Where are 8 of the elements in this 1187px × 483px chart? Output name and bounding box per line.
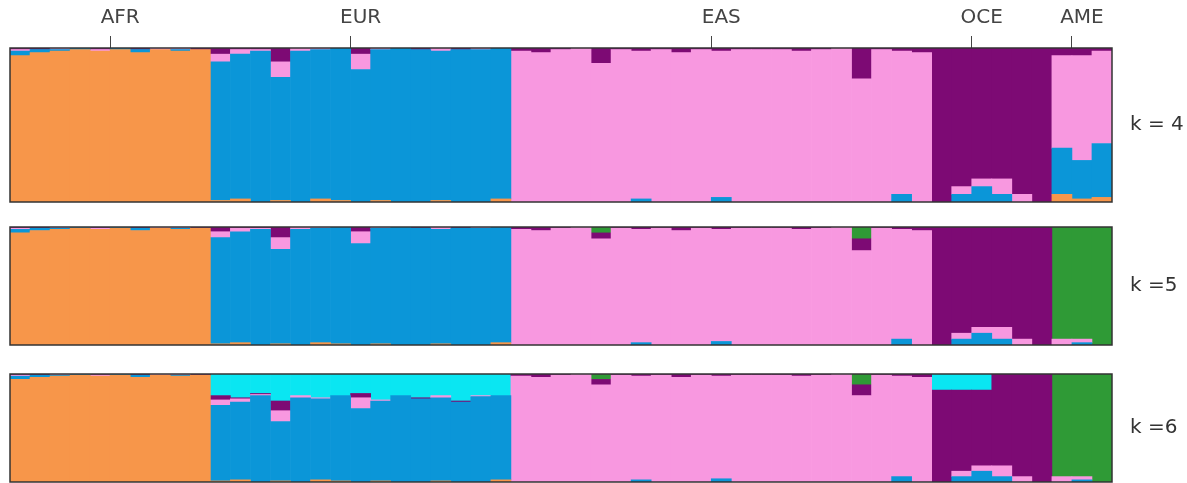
x-tick-label: AFR — [100, 4, 140, 29]
text: k =6 — [1130, 414, 1178, 439]
text: k = 4 — [1130, 111, 1184, 136]
x-tick-label: EUR — [340, 4, 382, 29]
text: k =5 — [1130, 272, 1178, 297]
x-tick-label: OCE — [960, 4, 1003, 29]
x-tick-label: EAS — [701, 4, 741, 29]
x-tick-label: AME — [1060, 4, 1104, 29]
